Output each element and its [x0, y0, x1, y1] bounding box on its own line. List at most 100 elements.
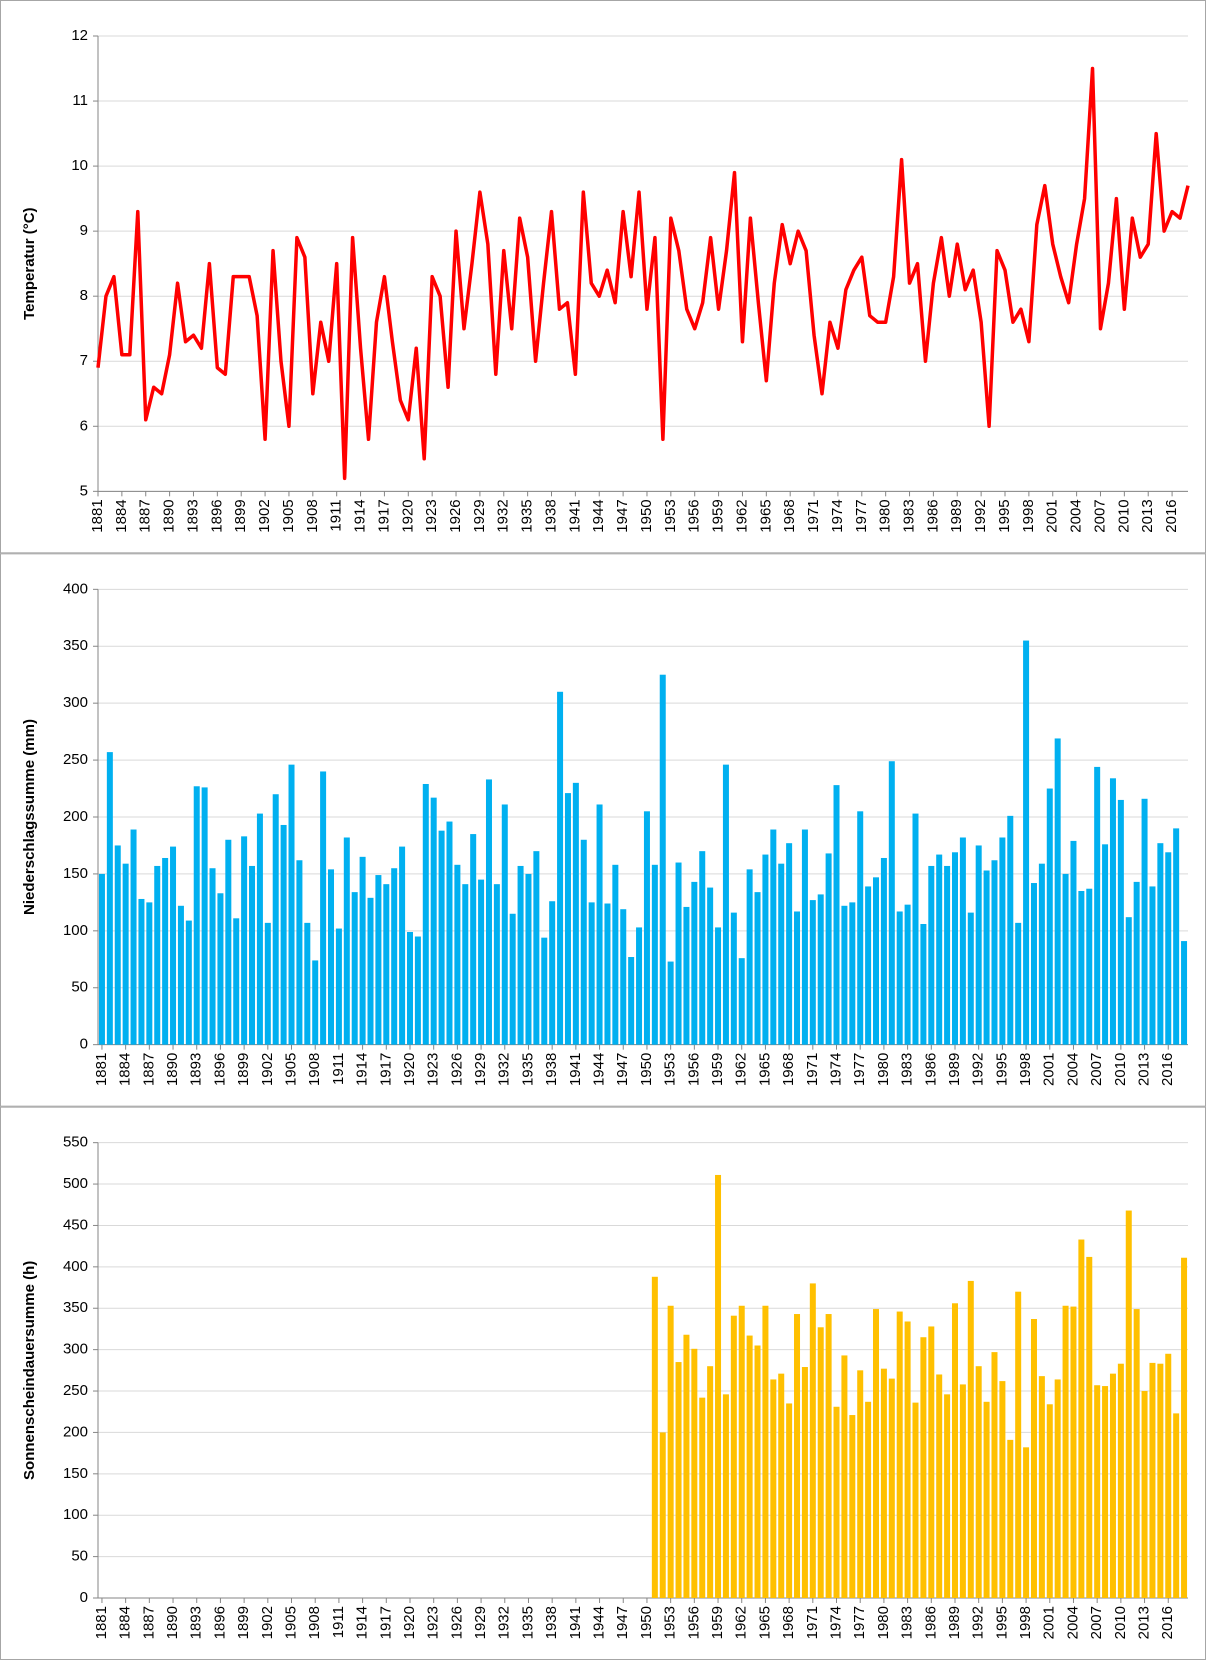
- x-tick-label: 2016: [1159, 1053, 1176, 1086]
- bar: [944, 865, 951, 1045]
- x-tick-label: 1998: [1017, 1606, 1034, 1639]
- bar: [185, 920, 192, 1045]
- x-tick-label: 1962: [733, 1606, 750, 1639]
- x-tick-label: 1950: [638, 1606, 655, 1639]
- bar: [865, 1401, 872, 1598]
- x-tick-label: 1959: [710, 499, 727, 532]
- y-tick-label: 300: [63, 694, 88, 711]
- x-tick-label: 1938: [543, 1053, 560, 1086]
- x-tick-label: 1953: [662, 1606, 679, 1639]
- bar: [1094, 766, 1101, 1045]
- bar: [438, 830, 445, 1045]
- bar: [1173, 1413, 1180, 1598]
- x-tick-label: 1938: [542, 499, 559, 532]
- x-tick-label: 1980: [875, 1606, 892, 1639]
- bar: [628, 957, 635, 1045]
- bar: [588, 902, 595, 1045]
- bar: [580, 839, 587, 1045]
- bar: [746, 869, 753, 1045]
- y-tick-label: 400: [63, 1258, 88, 1275]
- y-tick-label: 0: [80, 1589, 88, 1606]
- bar: [1117, 799, 1124, 1045]
- bar: [1054, 738, 1061, 1045]
- x-tick-label: 1977: [853, 499, 870, 532]
- bar: [249, 865, 256, 1045]
- bar: [1086, 1256, 1093, 1598]
- bar: [951, 1303, 958, 1598]
- bar: [1030, 1319, 1037, 1598]
- x-tick-label: 2016: [1163, 499, 1180, 532]
- bar: [841, 905, 848, 1045]
- x-tick-label: 1929: [472, 1053, 489, 1086]
- bar: [809, 900, 816, 1045]
- bar: [1078, 1239, 1085, 1598]
- x-tick-label: 1887: [137, 499, 154, 532]
- bar: [794, 1314, 801, 1598]
- x-tick-label: 1887: [140, 1053, 157, 1086]
- bar: [833, 1406, 840, 1598]
- bar: [707, 887, 714, 1045]
- x-tick-label: 1905: [282, 1606, 299, 1639]
- bar: [991, 1352, 998, 1598]
- bar: [691, 881, 698, 1045]
- x-tick-label: 1947: [614, 1606, 631, 1639]
- panel-border: [0, 0, 1206, 554]
- bar: [375, 875, 382, 1045]
- x-tick-label: 1896: [211, 1606, 228, 1639]
- x-tick-label: 1995: [996, 499, 1013, 532]
- x-tick-label: 1977: [851, 1606, 868, 1639]
- x-tick-label: 1899: [232, 499, 249, 532]
- x-tick-label: 1941: [567, 1053, 584, 1086]
- y-tick-label: 12: [71, 27, 88, 44]
- x-tick-label: 1992: [970, 1053, 987, 1086]
- bar: [422, 783, 429, 1045]
- bar: [470, 834, 477, 1045]
- y-tick-label: 0: [80, 1036, 88, 1053]
- bar: [699, 1397, 706, 1598]
- bar: [825, 1314, 832, 1598]
- bar: [193, 786, 200, 1045]
- bar: [557, 691, 564, 1045]
- y-tick-label: 150: [63, 865, 88, 882]
- bar: [991, 860, 998, 1045]
- bar: [351, 892, 358, 1045]
- x-tick-label: 1953: [662, 1053, 679, 1086]
- bar: [1141, 1391, 1148, 1598]
- x-tick-label: 1911: [330, 1606, 347, 1638]
- bar: [975, 845, 982, 1045]
- x-tick-label: 1893: [188, 1606, 205, 1639]
- x-tick-label: 1896: [208, 499, 225, 532]
- bar: [904, 1321, 911, 1598]
- x-tick-label: 1986: [922, 1053, 939, 1086]
- bar: [722, 1394, 729, 1598]
- x-tick-label: 1926: [448, 1606, 465, 1639]
- x-tick-label: 1899: [235, 1053, 252, 1086]
- x-tick-label: 1920: [399, 499, 416, 532]
- bar: [770, 829, 777, 1045]
- bar: [1149, 1362, 1156, 1598]
- y-tick-label: 550: [63, 1134, 88, 1151]
- x-tick-label: 2007: [1088, 1606, 1105, 1639]
- bar: [1023, 1447, 1030, 1598]
- bar: [1133, 881, 1140, 1045]
- bar: [983, 870, 990, 1045]
- bar: [1181, 941, 1188, 1045]
- bar: [612, 864, 619, 1045]
- bar: [201, 787, 208, 1045]
- bar: [865, 886, 872, 1045]
- bar: [1181, 1257, 1188, 1598]
- x-tick-label: 1995: [993, 1053, 1010, 1086]
- bar: [106, 752, 113, 1045]
- bar: [928, 865, 935, 1045]
- bar: [667, 961, 674, 1045]
- bar: [651, 1276, 658, 1598]
- bar: [888, 761, 895, 1045]
- x-tick-label: 1881: [93, 1606, 110, 1639]
- y-tick-label: 5: [80, 482, 88, 499]
- x-tick-label: 1929: [471, 499, 488, 532]
- bar: [715, 927, 722, 1045]
- y-tick-label: 10: [71, 157, 88, 174]
- y-tick-label: 6: [80, 417, 88, 434]
- bar: [320, 771, 327, 1045]
- bar: [904, 904, 911, 1045]
